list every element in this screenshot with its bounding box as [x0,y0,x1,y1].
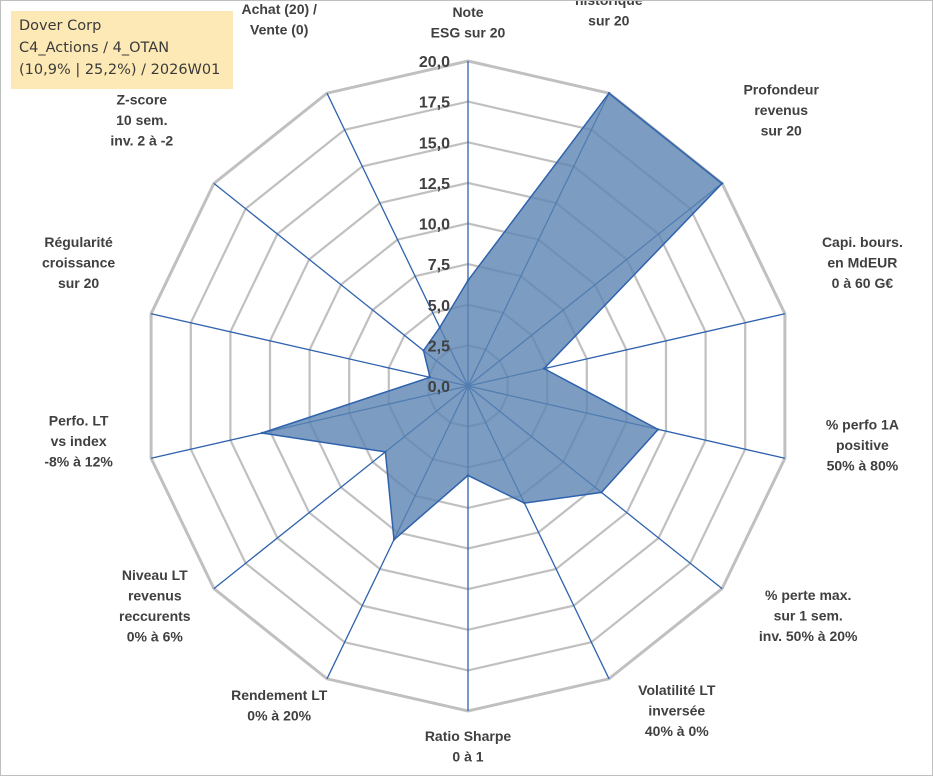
axis-label-7: Ratio Sharpe 0 à 1 [425,728,512,765]
axis-label-line: 10 sem. [116,112,167,128]
tick-label: 10,0 [419,217,450,234]
axis-label-line: positive [836,437,889,453]
series-layer [260,92,724,542]
axis-label-4: % perfo 1A positive 50% à 80% [826,417,899,474]
axis-label-line: croissance [42,254,115,270]
data-point-6 [523,501,526,505]
tick-label: 5,0 [428,298,450,315]
data-point-9 [384,450,387,454]
axis-label-line: historique [575,1,643,8]
axis-label-2: Profondeur revenus sur 20 [743,82,819,139]
label-layer: Note ESG sur 20 Profondeur historique sur 20… [42,1,903,765]
data-point-8 [392,538,396,541]
axis-label-12: Z-score 10 sem. inv. 2 à -2 [110,92,173,149]
tick-label: 12,5 [419,176,450,193]
axis-label-line: vs index [51,433,107,449]
axis-label-line: % perfo 1A [826,417,899,433]
axis-label-line: inv. 50% à 20% [759,628,858,644]
axis-label-1: Profondeurhistoriquesur 20 [571,1,647,29]
axis-label-6: Volatilité LT inversée 40% à 0% [638,682,716,739]
tick-label: 0,0 [428,379,450,396]
category-label: C4_Actions / 4_OTAN [19,40,170,56]
tick-label: 17,5 [419,95,450,112]
tick-layer: 0,0 2,5 5,0 7,5 10,0 12,5 15,0 17,5 20,0 [419,54,450,396]
tick-label: 15,0 [419,135,450,152]
axis-label-3: Capi. bours. en MdEUR 0 à 60 G€ [822,234,903,291]
axis-label-line: 50% à 80% [827,458,899,474]
axis-label-line: sur 20 [58,275,99,291]
axis-label-5: % perte max. sur 1 sem. inv. 50% à 20% [759,587,858,644]
axis-label-line: Achat (20) / [241,1,317,17]
data-point-11 [428,376,432,379]
axis-label-line: Profondeur [743,82,819,98]
info-box: Dover Corp C4_Actions / 4_OTAN (10,9% | … [11,11,233,89]
axis-label-line: Note [452,4,483,20]
axis-label-line: Capi. bours. [822,234,903,250]
data-point-5 [600,491,603,494]
axis-label-9: Niveau LT revenus reccurents 0% à 6% [119,567,191,645]
data-point-0 [466,279,470,282]
tick-label: 20,0 [419,54,450,71]
data-point-4 [656,428,660,431]
axis-label-line: 0% à 20% [247,708,311,724]
axis-label-line: sur 20 [588,13,629,29]
axis-label-line: revenus [754,102,808,118]
data-point-13 [438,326,441,329]
axis-label-line: -8% à 12% [44,454,113,470]
data-point-7 [466,474,470,477]
axis-label-13: MomentumAchat (20) /Vente (0) [241,1,317,38]
axis-label-line: sur 1 sem. [774,607,843,623]
axis-label-line: Régularité [44,234,113,250]
stats-label: (10,9% | 25,2%) / 2026W01 [19,62,221,78]
axis-label-line: reccurents [119,608,191,624]
axis-spoke-11 [150,313,469,387]
axis-label-line: 0 à 60 G€ [832,275,894,291]
axis-label-line: en MdEUR [827,254,897,270]
data-point-10 [260,431,264,435]
axis-label-line: Volatilité LT [638,682,716,698]
axis-label-11: Régularité croissance sur 20 [42,234,115,291]
axis-label-line: 40% à 0% [645,723,709,739]
tick-label: 7,5 [428,257,450,274]
axis-label-10: Perfo. LT vs index -8% à 12% [44,413,113,470]
data-point-12 [422,349,425,352]
axis-label-line: Z-score [117,92,168,108]
data-point-3 [542,367,546,370]
axis-label-line: 0 à 1 [452,749,483,765]
axis-label-line: Rendement LT [231,687,328,703]
data-point-1 [607,92,611,95]
axis-label-line: inversée [648,703,705,719]
axis-label-line: 0% à 6% [127,628,184,644]
axis-label-line: Perfo. LT [49,413,109,429]
data-point-2 [720,182,724,185]
axis-label-line: ESG sur 20 [431,25,506,41]
axis-label-line: inv. 2 à -2 [110,133,173,149]
axis-label-line: Ratio Sharpe [425,728,512,744]
company-name: Dover Corp [19,18,102,34]
axis-label-line: Niveau LT [122,567,188,583]
axis-label-line: sur 20 [761,123,802,139]
tick-label: 2,5 [428,338,450,355]
axis-label-line: Vente (0) [250,22,308,38]
axis-label-0: Note ESG sur 20 [431,4,506,41]
axis-label-line: revenus [128,587,182,603]
axis-label-8: Rendement LT 0% à 20% [231,687,328,724]
axis-label-line: % perte max. [765,587,851,603]
